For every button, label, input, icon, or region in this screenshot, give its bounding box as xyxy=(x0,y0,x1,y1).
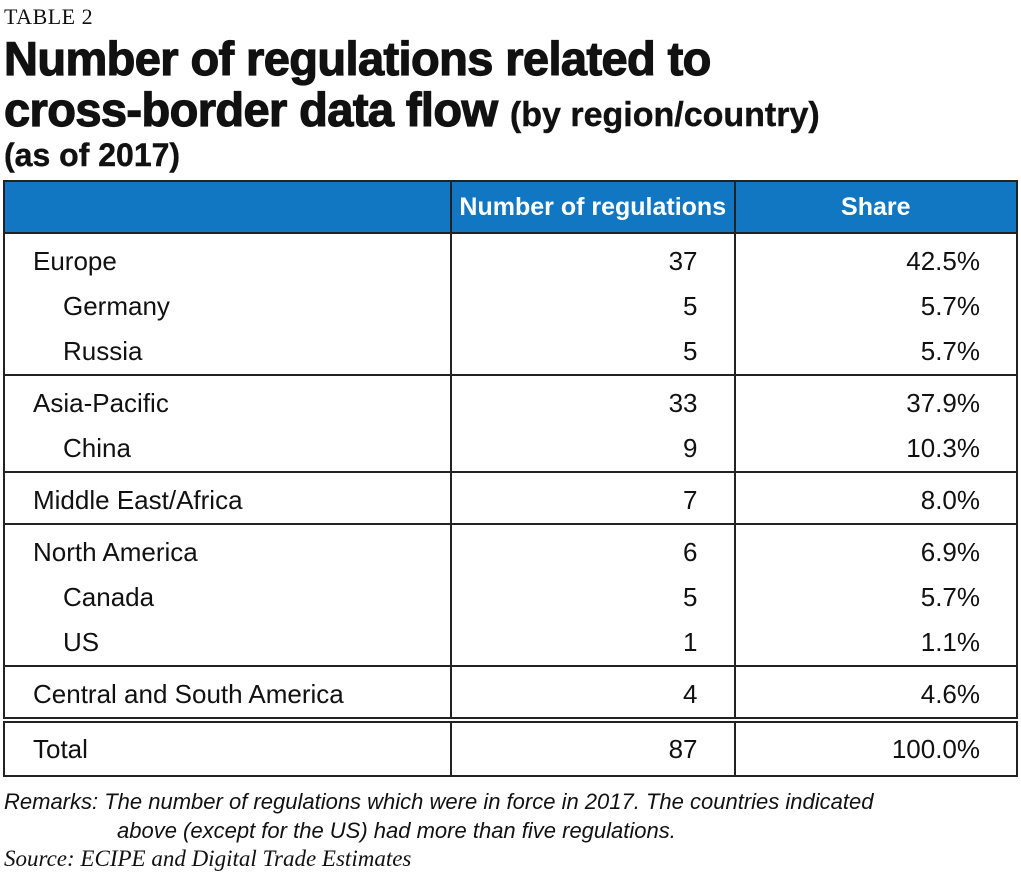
row-share: 37.9% xyxy=(733,375,1019,426)
table-row: Middle East/Africa 7 8.0% xyxy=(2,472,1019,525)
row-name: US xyxy=(2,620,453,667)
table-row: Asia-Pacific 33 37.9% xyxy=(2,375,1019,426)
row-name: Asia-Pacific xyxy=(2,375,453,426)
row-name: China xyxy=(2,426,453,473)
row-count: 6 xyxy=(450,524,736,575)
title-line-1: Number of regulations related to xyxy=(3,32,712,85)
title-suffix: (by region/country) xyxy=(509,96,820,134)
row-share: 5.7% xyxy=(733,284,1019,329)
header-region xyxy=(2,180,453,234)
row-name: Central and South America xyxy=(2,666,453,720)
row-name: Europe xyxy=(2,233,453,284)
date-note: (as of 2017) xyxy=(4,137,181,173)
row-share: 8.0% xyxy=(733,472,1019,525)
remarks-line-1: Remarks: The number of regulations which… xyxy=(4,789,874,814)
total-row: Total 87 100.0% xyxy=(2,717,1019,777)
remarks-line-2: above (except for the US) had more than … xyxy=(117,818,676,843)
table-number-label: TABLE 2 xyxy=(4,4,94,29)
row-count: 4 xyxy=(450,666,736,720)
row-count: 33 xyxy=(450,375,736,426)
table-title: Number of regulations related to cross-b… xyxy=(3,32,820,141)
table-row: North America 6 6.9% xyxy=(2,524,1019,575)
row-name: Middle East/Africa xyxy=(2,472,453,525)
table-row: Russia 5 5.7% xyxy=(2,329,1019,376)
table-row: Canada 5 5.7% xyxy=(2,575,1019,620)
row-count: 5 xyxy=(450,575,736,620)
row-count: 5 xyxy=(450,284,736,329)
row-share: 5.7% xyxy=(733,329,1019,376)
regulations-table: Number of regulations Share Europe 37 42… xyxy=(2,180,1019,777)
title-line-2: cross-border data flow xyxy=(3,83,498,136)
row-name: North America xyxy=(2,524,453,575)
table-row: Central and South America 4 4.6% xyxy=(2,666,1019,720)
total-share: 100.0% xyxy=(733,717,1019,777)
row-share: 42.5% xyxy=(733,233,1019,284)
header-share: Share xyxy=(733,180,1019,234)
table-row: Europe 37 42.5% xyxy=(2,233,1019,284)
row-count: 5 xyxy=(450,329,736,376)
row-share: 1.1% xyxy=(733,620,1019,667)
row-share: 10.3% xyxy=(733,426,1019,473)
row-share: 4.6% xyxy=(733,666,1019,720)
row-name: Russia xyxy=(2,329,453,376)
total-count: 87 xyxy=(450,717,736,777)
row-share: 6.9% xyxy=(733,524,1019,575)
remarks-note: Remarks: The number of regulations which… xyxy=(4,787,1021,845)
source-note: Source: ECIPE and Digital Trade Estimate… xyxy=(4,846,412,871)
row-count: 1 xyxy=(450,620,736,667)
header-number-of-regulations: Number of regulations xyxy=(450,180,736,234)
table-row: US 1 1.1% xyxy=(2,620,1019,667)
row-count: 9 xyxy=(450,426,736,473)
row-count: 7 xyxy=(450,472,736,525)
row-share: 5.7% xyxy=(733,575,1019,620)
header-row: Number of regulations Share xyxy=(2,180,1019,234)
table-row: Germany 5 5.7% xyxy=(2,284,1019,329)
total-label: Total xyxy=(2,717,453,777)
row-count: 37 xyxy=(450,233,736,284)
table-row: China 9 10.3% xyxy=(2,426,1019,473)
row-name: Germany xyxy=(2,284,453,329)
row-name: Canada xyxy=(2,575,453,620)
